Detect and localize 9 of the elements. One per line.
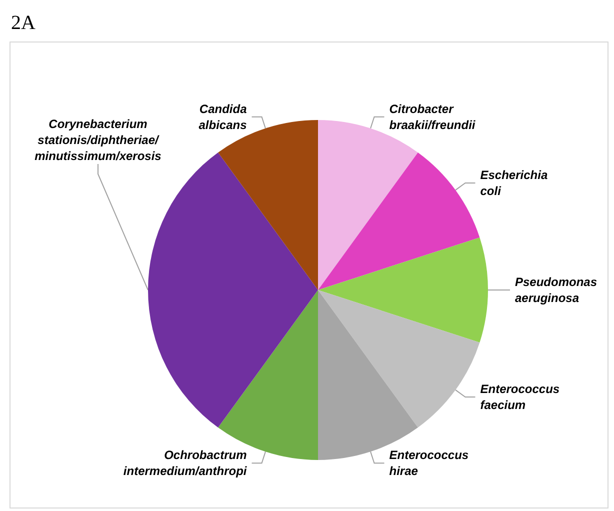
slice-label: Ochrobactrum intermedium/anthropi — [123, 448, 248, 478]
slice-label: Pseudomonas aeruginosa — [515, 275, 598, 305]
slice-label: Corynebacterium stationis/diphtheriae/ minutissimum/xerosis — [34, 117, 162, 163]
chart-title: 2A — [11, 12, 36, 34]
slice-label: Escherichia coli — [480, 168, 548, 198]
slice-label: Candida albicans — [198, 102, 248, 132]
slice-label: Enterococcus hirae — [389, 448, 469, 478]
slice-label: Enterococcus faecium — [480, 382, 560, 412]
slice-label: Citrobacter braakii/freundii — [389, 102, 476, 132]
